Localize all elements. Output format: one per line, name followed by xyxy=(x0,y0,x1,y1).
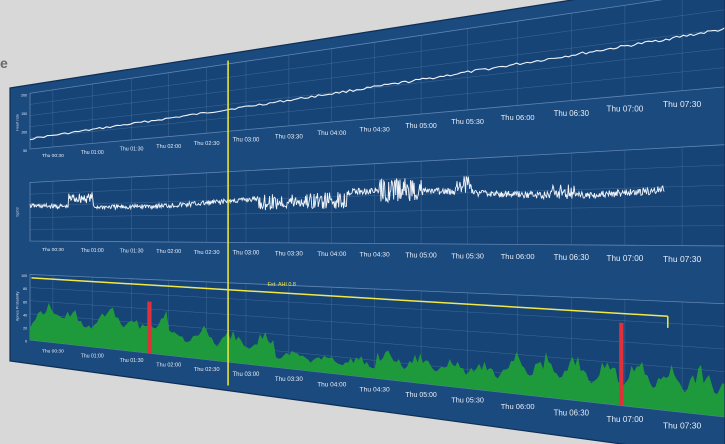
x-tick-label: Thu 06:30 xyxy=(554,109,590,118)
y-tick-label: 50 xyxy=(23,149,27,153)
y-tick-label: 150 xyxy=(21,112,27,116)
x-tick-label: Thu 03:30 xyxy=(275,376,303,383)
grid-line-h xyxy=(29,28,725,116)
x-tick-label: Thu 03:00 xyxy=(233,251,261,257)
x-tick-label: Thu 04:00 xyxy=(317,251,346,258)
x-tick-label: Thu 03:00 xyxy=(233,138,261,144)
y-tick-label: 20 xyxy=(23,326,27,330)
x-tick-label: Thu 02:00 xyxy=(156,144,181,150)
edge-letter: e xyxy=(0,55,8,71)
x-tick-label: Thu 01:30 xyxy=(120,358,144,364)
x-tick-label: Thu 01:00 xyxy=(81,248,104,254)
x-tick-label: Thu 05:00 xyxy=(405,123,437,130)
x-tick-label: Thu 07:00 xyxy=(607,105,644,114)
x-tick-label: Thu 01:00 xyxy=(81,150,104,156)
grid-line-h xyxy=(29,9,725,105)
x-tick-label: Thu 07:00 xyxy=(607,254,644,263)
x-tick-label: Thu 05:30 xyxy=(451,251,484,260)
x-tick-label: Thu 06:30 xyxy=(554,408,590,417)
ahi-label: Est. AHI 0.8 xyxy=(267,282,295,288)
x-tick-label: Thu 02:00 xyxy=(156,249,181,255)
grid-line-h xyxy=(30,184,725,207)
x-tick-label: Thu 05:00 xyxy=(405,392,437,399)
x-tick-label: Thu 05:30 xyxy=(451,396,484,405)
x-tick-label: Thu 07:00 xyxy=(607,415,644,424)
x-tick-label: Thu 05:30 xyxy=(451,117,484,126)
x-tick-label: Thu 03:30 xyxy=(275,250,303,257)
chart-screen: Thu 00:30 Thu 01:00 Thu 01:30 Thu 02:00 Thu … xyxy=(9,0,725,444)
grid-line-h xyxy=(29,48,725,127)
grid-line-h xyxy=(30,164,725,195)
grid-line-h xyxy=(29,313,725,372)
grid-line-h xyxy=(29,67,725,139)
screen-background xyxy=(10,0,725,444)
chart-panel-bottom: Thu 00:30 Thu 01:00 Thu 01:30 Thu 02:00 Thu … xyxy=(16,274,725,431)
x-tick-label: Thu 02:30 xyxy=(194,141,220,147)
y-tick-label: 100 xyxy=(21,274,27,278)
plot-area-top xyxy=(29,0,725,150)
y-tick-label: 40 xyxy=(23,313,27,317)
x-tick-label: Thu 04:00 xyxy=(317,381,346,388)
x-tick-label: Thu 07:30 xyxy=(663,421,701,431)
x-tick-label: Thu 03:00 xyxy=(233,372,261,378)
heart-rate-trace xyxy=(29,27,725,141)
y-tick-label: 100 xyxy=(21,131,27,135)
spo2-trace xyxy=(29,176,665,211)
y-axis-label: Apnea Probability xyxy=(16,291,20,321)
x-tick-label: Thu 02:30 xyxy=(194,250,220,256)
y-axis-label: Heart rate xyxy=(16,114,20,131)
x-tick-label: Thu 02:30 xyxy=(194,367,220,373)
chart-panel-top: Thu 00:30 Thu 01:00 Thu 01:30 Thu 02:00 Thu … xyxy=(16,0,725,159)
x-tick-label: Thu 05:00 xyxy=(405,253,437,260)
apnea-event-spike xyxy=(619,322,624,406)
x-tick-label: Thu 01:30 xyxy=(120,147,144,153)
y-axis-label: SpO2 xyxy=(16,207,20,217)
ahi-threshold-line xyxy=(31,277,668,317)
x-tick-label: Thu 06:00 xyxy=(501,113,535,122)
grid-line-h xyxy=(30,287,725,327)
x-tick-label: Thu 00:30 xyxy=(42,349,64,355)
x-tick-label: Thu 03:30 xyxy=(275,133,303,140)
apnea-probability-area xyxy=(30,302,725,418)
y-tick-label: 200 xyxy=(21,93,27,97)
grid-line-h xyxy=(30,225,725,230)
x-tick-label: Thu 00:30 xyxy=(42,153,64,159)
x-tick-label: Thu 07:30 xyxy=(663,99,701,109)
x-tick-label: Thu 06:30 xyxy=(554,253,590,262)
y-tick-label: 60 xyxy=(23,300,27,304)
x-tick-label: Thu 04:30 xyxy=(360,252,390,259)
grid-line-h xyxy=(30,205,725,218)
x-tick-label: Thu 02:00 xyxy=(156,363,181,369)
x-tick-label: Thu 01:00 xyxy=(81,353,104,359)
x-tick-label: Thu 00:30 xyxy=(42,247,64,253)
x-tick-label: Thu 06:00 xyxy=(501,252,535,261)
x-tick-label: Thu 04:30 xyxy=(360,126,390,133)
x-tick-label: Thu 04:30 xyxy=(360,386,390,393)
x-tick-label: Thu 01:30 xyxy=(120,249,144,255)
grid-line-h xyxy=(30,300,725,350)
chart-panel-middle: Thu 00:30 Thu 01:00 Thu 01:30 Thu 02:00 Thu … xyxy=(16,144,725,264)
x-tick-label: Thu 06:00 xyxy=(501,402,535,411)
apnea-event-spike xyxy=(147,301,152,354)
screen-border xyxy=(9,0,725,444)
x-tick-label: Thu 07:30 xyxy=(663,254,701,264)
y-tick-label: 80 xyxy=(23,287,27,291)
x-tick-label: Thu 04:00 xyxy=(317,130,346,137)
y-tick-label: 0 xyxy=(25,339,27,343)
